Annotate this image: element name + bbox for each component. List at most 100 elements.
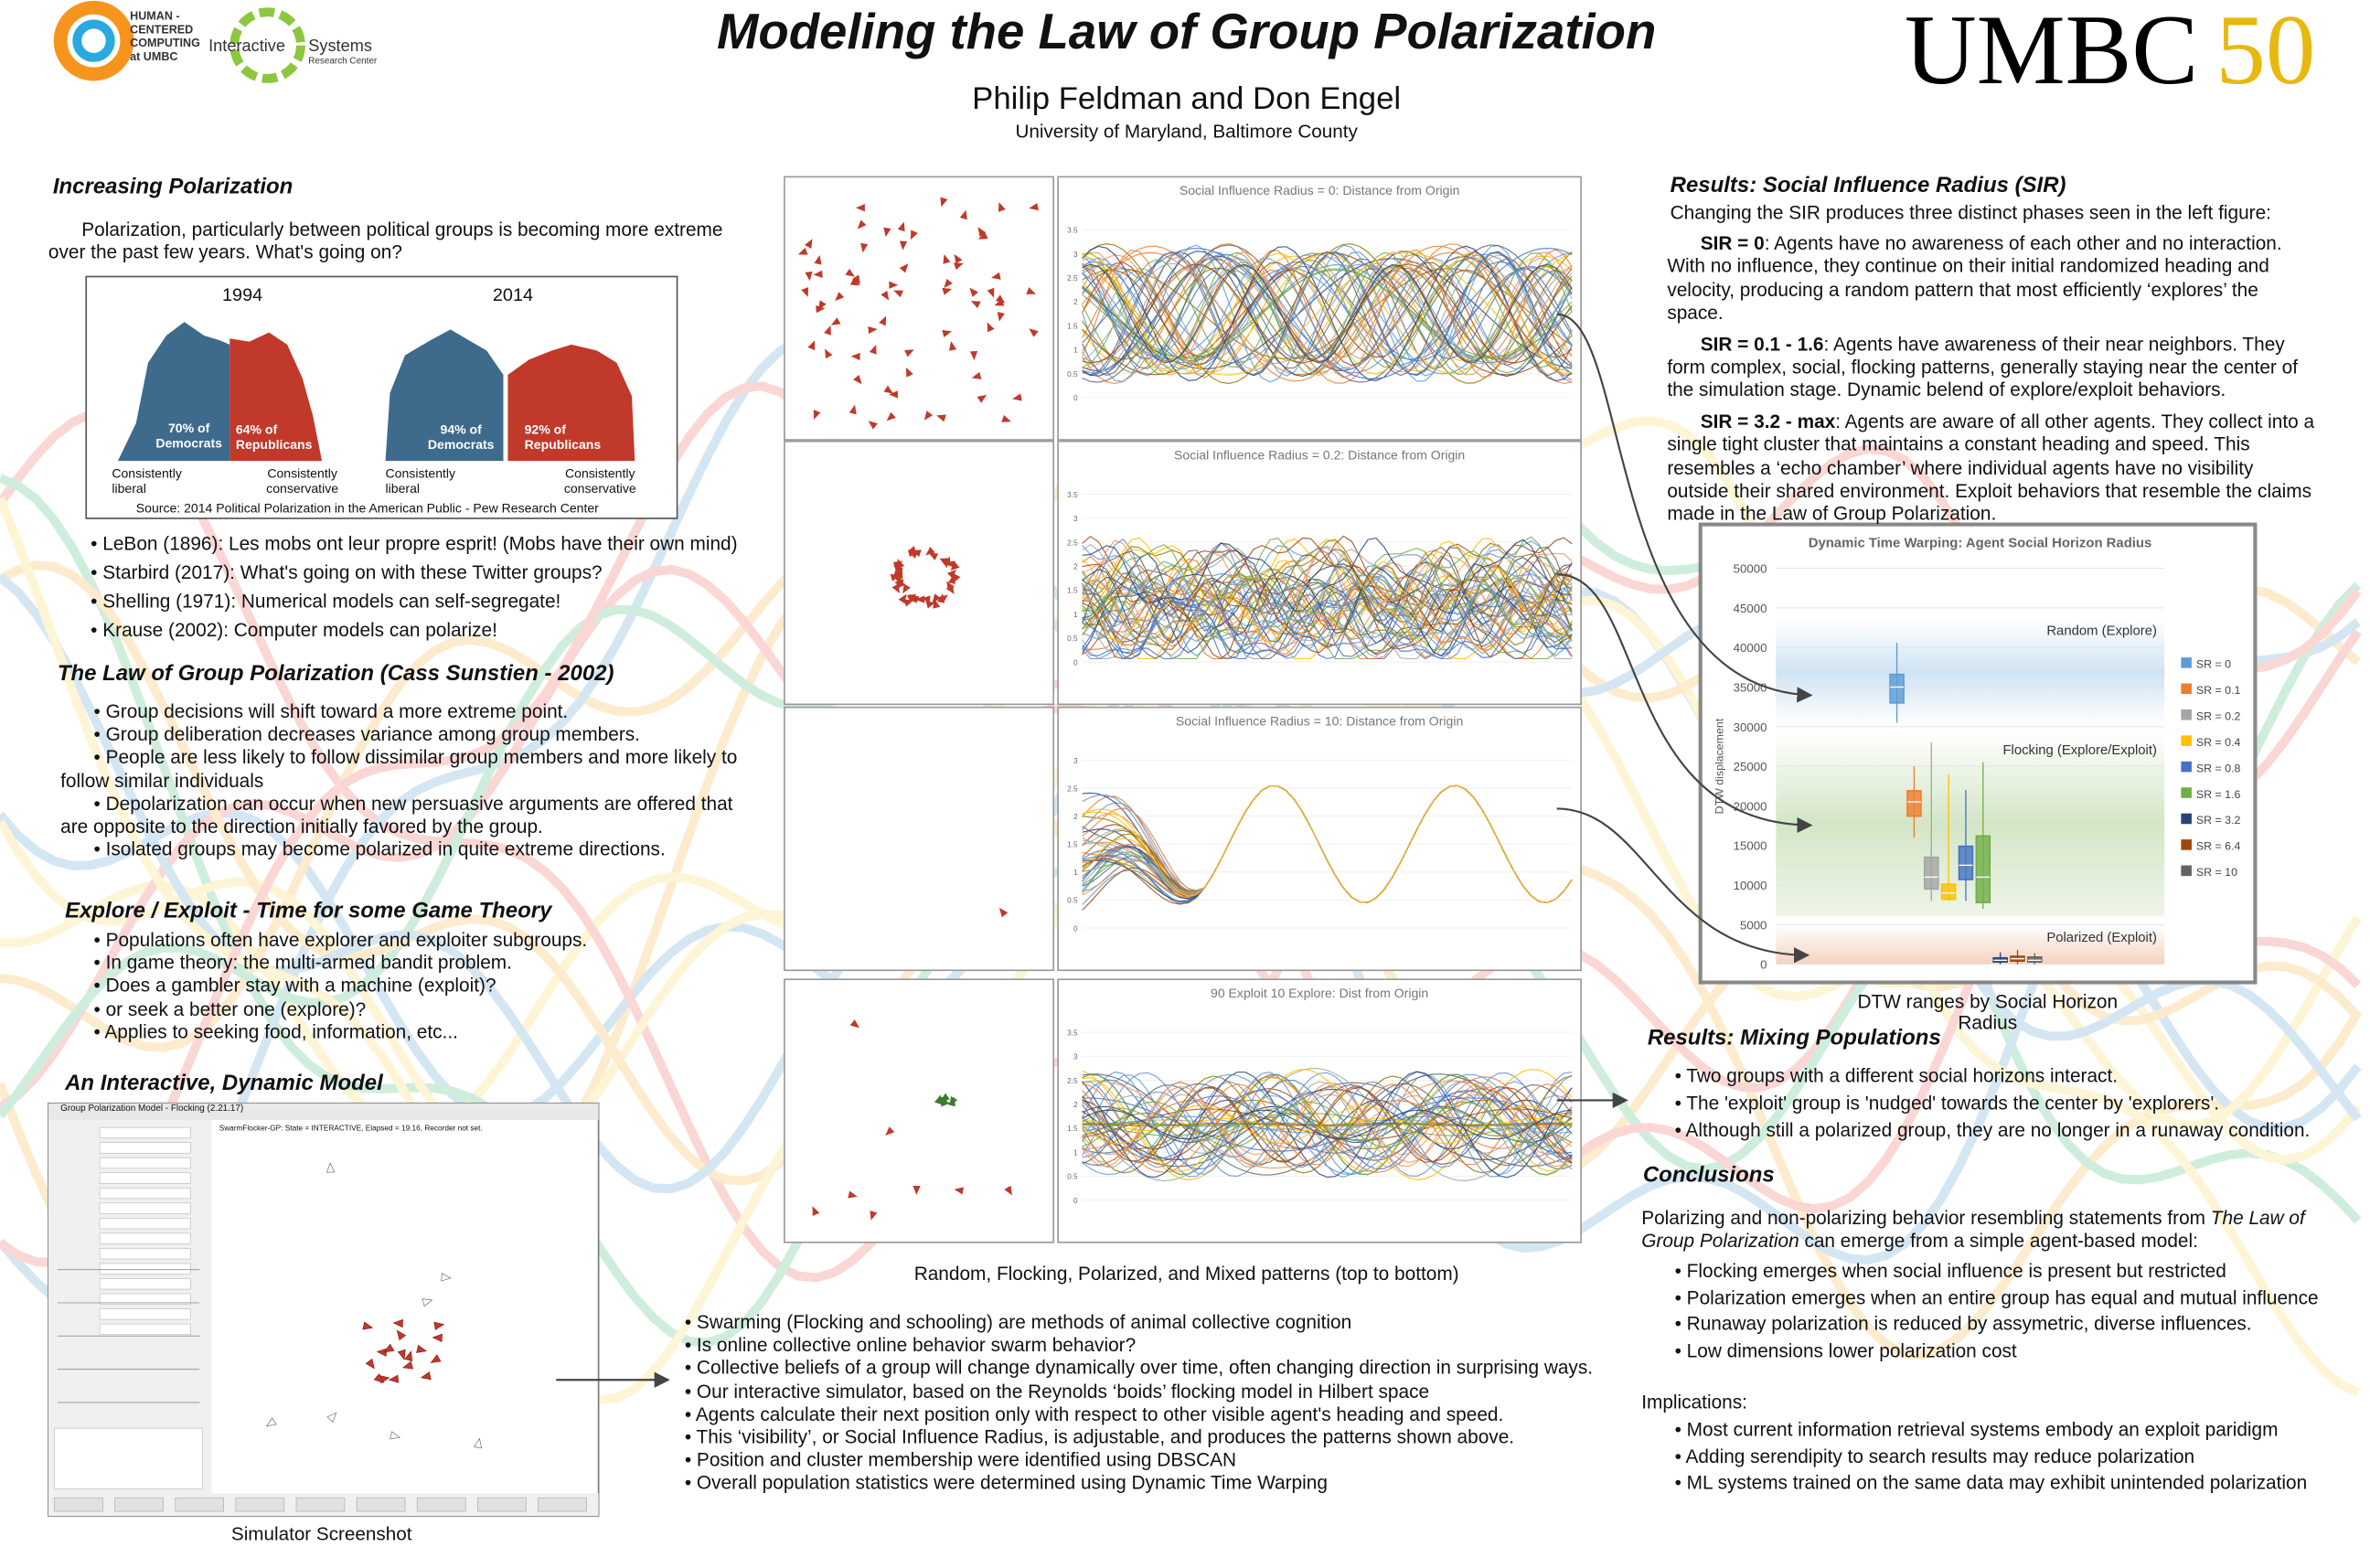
legend-label: SR = 0.1 [2196, 684, 2241, 697]
y-tick-label: 1 [1073, 347, 1078, 355]
agent [849, 404, 857, 415]
bullet: In game theory: the multi-armed bandit p… [93, 953, 758, 976]
list: Flocking emerges when social influence i… [1675, 1259, 2370, 1365]
agent [825, 348, 833, 359]
trace-line [1082, 565, 1573, 645]
legend-label: SR = 1.6 [2196, 788, 2241, 801]
trace-line [1082, 1071, 1573, 1179]
trace-line [1082, 578, 1573, 656]
trace-line [1082, 538, 1573, 615]
trace-line [1082, 1085, 1573, 1164]
agent [997, 312, 1005, 322]
trace-line [1082, 263, 1573, 364]
region-label: Flocking (Explore/Exploit) [2002, 743, 2157, 758]
bullet: Polarization emerges when an entire grou… [1675, 1285, 2370, 1312]
agent [971, 371, 982, 379]
sim-field [99, 1126, 191, 1139]
sim-button [356, 1497, 406, 1512]
trace-line [1082, 252, 1573, 375]
logo-isrc-1: Interactive [208, 37, 286, 57]
y-tick-label: 3 [1073, 757, 1078, 765]
y-tick-label: 2 [1073, 298, 1078, 306]
agent [942, 287, 953, 295]
agent [814, 254, 822, 265]
sim-agent [383, 1343, 395, 1353]
agent [1029, 202, 1039, 211]
trace-line [1082, 564, 1573, 639]
agent [845, 268, 855, 277]
sim-field [99, 1308, 191, 1320]
y-tick-label: 0.5 [1067, 635, 1078, 643]
trace-line [1082, 552, 1573, 627]
box [1940, 883, 1957, 901]
agent [941, 558, 949, 569]
agent [816, 305, 826, 314]
sim-button [538, 1497, 587, 1512]
sim-title: Group Polarization Model - Flocking (2.2… [60, 1104, 244, 1115]
sim-agent [433, 1321, 445, 1330]
agent [977, 394, 988, 403]
region-polarized [1776, 924, 2165, 965]
agent [852, 274, 860, 285]
bullet: Depolarization can occur when new persua… [60, 794, 748, 839]
bullet: People are less likely to follow dissimi… [60, 747, 748, 793]
sir-list: SIR = 0: Agents have no awareness of eac… [1667, 233, 2317, 535]
arrow [1556, 573, 1813, 834]
sim-status: SwarmFlocker-GP: State = INTERACTIVE, El… [219, 1124, 483, 1134]
trace-line [1082, 251, 1573, 377]
logo-line: COMPUTING [130, 36, 200, 50]
bullet: or seek a better one (explore)? [93, 998, 758, 1021]
list: Populations often have explorer and expl… [93, 930, 758, 1045]
bullet: Our interactive simulator, based on the … [685, 1381, 1622, 1403]
sir-label: SIR = 3.2 - max [1700, 411, 1836, 432]
trace-line [1082, 251, 1573, 377]
y-tick-label: 1.5 [1067, 1125, 1078, 1133]
agent [879, 315, 887, 326]
fig-axis: Consistently liberal [112, 465, 182, 496]
agent [941, 1099, 951, 1107]
legend-swatch [2181, 657, 2192, 668]
trace-line [1082, 1101, 1573, 1148]
sim-agent [416, 1344, 428, 1353]
sim-agent [422, 1298, 433, 1307]
agent [905, 367, 913, 378]
agent [944, 278, 953, 289]
agent [998, 202, 1006, 212]
trace-line [1082, 253, 1573, 374]
sir-label: SIR = 0 [1700, 232, 1765, 254]
trace-line [1082, 596, 1573, 659]
logo-ring [72, 19, 115, 62]
trace-line [1082, 1081, 1573, 1168]
legend-swatch [2181, 761, 2192, 773]
agent [936, 414, 946, 422]
y-tick-label: 0 [1073, 1197, 1078, 1205]
trace-line [1082, 571, 1573, 646]
bullet: ML systems trained on the same data may … [1675, 1470, 2370, 1497]
sim-agent [376, 1348, 388, 1357]
trace-line [1082, 579, 1573, 657]
sim-field [99, 1278, 191, 1290]
trace-line [1082, 1107, 1573, 1142]
sim-field [99, 1142, 191, 1154]
sim-agent [441, 1273, 452, 1282]
fig-label: 92% of Republicans [524, 421, 602, 453]
bullet: Collective beliefs of a group will chang… [685, 1358, 1622, 1381]
list: Swarming (Flocking and schooling) are me… [685, 1312, 1622, 1496]
y-tick-label: 1.5 [1067, 322, 1078, 330]
heading: The Law of Group Polarization (Cass Suns… [57, 662, 614, 687]
agent [913, 1185, 921, 1195]
agent [1029, 328, 1039, 337]
bullet: Agents calculate their next position onl… [685, 1403, 1622, 1426]
heading: Increasing Polarization [52, 175, 294, 200]
y-tick-label: 2 [1073, 1101, 1078, 1109]
agent [801, 287, 808, 297]
bullet: Does a gambler stay with a machine (expl… [93, 976, 758, 998]
agent [869, 345, 877, 355]
trace-line [1082, 1083, 1573, 1167]
y-tick-label: 1 [1073, 611, 1078, 619]
y-tick-label: 0 [1073, 924, 1078, 933]
list: Most current information retrieval syste… [1675, 1418, 2370, 1498]
text: can emerge from a simple agent-based mod… [1799, 1231, 2198, 1253]
agent [860, 242, 869, 253]
box [2027, 956, 2043, 963]
